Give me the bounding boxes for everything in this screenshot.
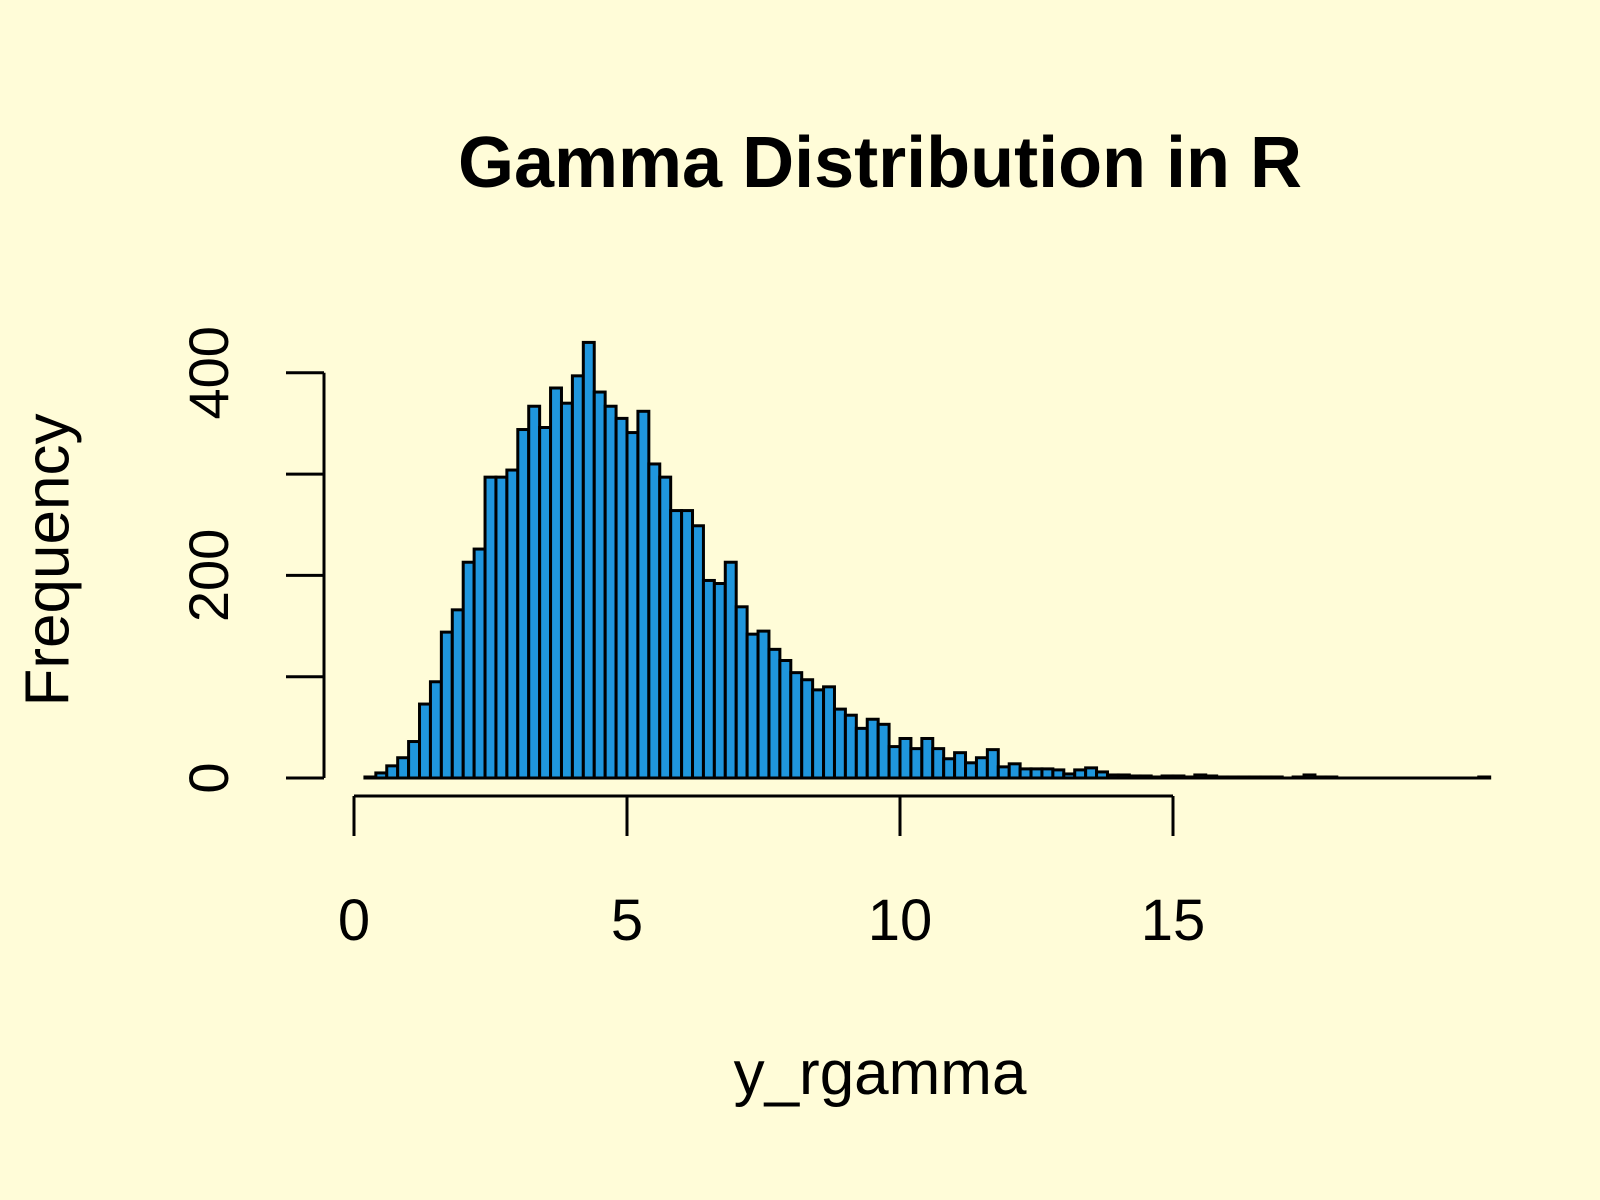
histogram-bar	[745, 632, 760, 780]
histogram-bar	[734, 605, 749, 780]
y-axis: 0 200 400	[177, 326, 326, 794]
histogram-bar	[527, 404, 542, 780]
histogram-bar	[385, 764, 400, 780]
y-tick-label: 200	[177, 529, 240, 622]
histogram-bar	[942, 757, 957, 780]
y-tick-label: 400	[177, 326, 240, 419]
histogram-bar	[472, 547, 487, 780]
histogram-bar	[603, 404, 618, 780]
histogram-bar	[592, 390, 607, 780]
histogram-bar	[516, 428, 531, 780]
histogram-bar	[931, 747, 946, 780]
histogram-bar	[767, 647, 782, 780]
histogram-bar	[614, 416, 629, 780]
histogram-bar	[483, 475, 498, 780]
x-axis-label: y_rgamma	[733, 1039, 1027, 1108]
histogram-bar	[418, 702, 432, 780]
histogram-bar	[439, 630, 454, 780]
histogram-bar	[778, 658, 793, 780]
histogram-bar	[1007, 762, 1022, 780]
histogram-bar	[407, 740, 422, 780]
histogram-bar	[832, 707, 847, 780]
y-tick-label: 0	[177, 762, 240, 793]
histogram-bar	[396, 756, 411, 780]
histogram-bar	[843, 713, 858, 780]
histogram-bar	[625, 431, 640, 780]
histogram-bar	[822, 685, 836, 780]
histogram-bar	[461, 560, 476, 780]
histogram-bar	[1084, 766, 1099, 780]
histogram-bar	[920, 736, 935, 780]
x-axis: 0 5 10 15	[338, 794, 1206, 953]
histogram-bar	[800, 678, 815, 780]
histogram-bar	[701, 578, 716, 780]
histogram-bar	[636, 409, 651, 780]
histogram-bar	[811, 688, 826, 780]
histogram-bar	[985, 748, 1000, 780]
histogram-bar	[876, 722, 891, 780]
histogram-bar	[538, 426, 553, 780]
histogram-bar	[898, 736, 913, 780]
histogram-bar	[909, 747, 924, 780]
histogram-bar	[680, 509, 695, 780]
histogram-bar	[756, 629, 771, 780]
histogram-bar	[865, 717, 880, 780]
histogram-bar	[647, 462, 662, 780]
histogram-bar	[570, 374, 585, 780]
histogram-bar	[494, 475, 509, 780]
histogram-bar	[658, 475, 673, 780]
histogram-bar	[953, 751, 968, 780]
histogram-bar	[974, 756, 989, 780]
histogram-bar	[723, 560, 738, 780]
histogram-bar	[691, 524, 705, 780]
histogram-bar	[450, 608, 465, 780]
histogram-bar	[712, 582, 727, 780]
histogram-bar	[428, 680, 443, 780]
histogram-bar	[887, 745, 902, 780]
histogram-bar	[996, 765, 1011, 780]
histogram-bar	[789, 671, 804, 780]
histogram-bar	[559, 401, 574, 780]
histogram-bar	[549, 386, 563, 780]
histogram-bar	[505, 468, 520, 780]
x-tick-label: 0	[338, 888, 370, 953]
histogram-bar	[581, 340, 596, 780]
histogram-bars	[363, 340, 1492, 780]
histogram-bar	[964, 761, 978, 780]
histogram-bar	[669, 509, 684, 780]
histogram-bar	[854, 726, 869, 780]
chart-title: Gamma Distribution in R	[457, 123, 1303, 203]
x-tick-label: 10	[868, 888, 933, 953]
x-tick-label: 5	[611, 888, 643, 953]
x-tick-label: 15	[1141, 888, 1206, 953]
